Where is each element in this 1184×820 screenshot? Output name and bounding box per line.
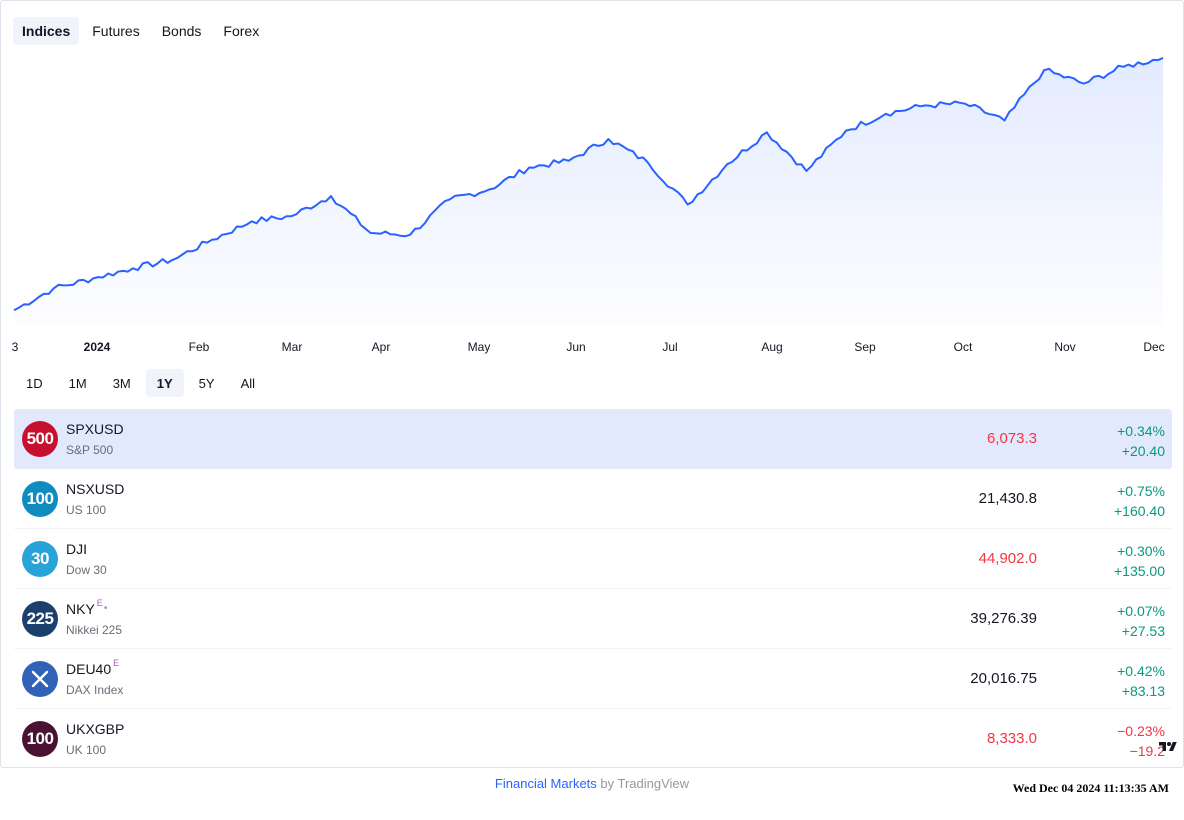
range-1d[interactable]: 1D (26, 375, 43, 391)
chart-series-line (13, 56, 1164, 312)
last-price: 21,430.8 (978, 490, 1037, 507)
symbol-ticker: SPXUSD (66, 421, 124, 437)
x-tick-label: Jul (662, 340, 677, 354)
market-status-dot-icon: • (103, 603, 108, 614)
ticker-text: SPXUSD (66, 421, 124, 437)
last-price: 6,073.3 (986, 430, 1037, 447)
x-tick-label: Feb (189, 340, 210, 354)
clock-timestamp: Wed Dec 04 2024 11:13:35 AM (1012, 781, 1169, 795)
change-values: −0.23% −19.2 (1117, 721, 1165, 761)
symbol-ticker: NSXUSD (66, 481, 124, 497)
market-tabs: Indices Futures Bonds Forex (13, 17, 268, 45)
delayed-data-marker[interactable]: E (96, 598, 103, 608)
symbol-row-ukxgbp[interactable]: 100 UKXGBP UK 100 8,333.0 −0.23% −19.2 (14, 709, 1172, 767)
change-values: +0.75% +160.40 (1114, 481, 1165, 521)
change-values: +0.34% +20.40 (1117, 421, 1165, 461)
range-5y[interactable]: 5Y (198, 375, 215, 391)
symbol-description: US 100 (66, 503, 107, 517)
range-1y[interactable]: 1Y (145, 369, 184, 397)
change-percent: +0.75% (1117, 483, 1165, 499)
symbol-logo: 225 (22, 601, 58, 637)
x-tick-label: 2024 (84, 340, 111, 354)
symbol-row-dji[interactable]: 30 DJI Dow 30 44,902.0 +0.30% +135.00 (14, 529, 1172, 589)
index-chart[interactable]: 3 2024 Feb Mar Apr May Jun Jul Aug Sep Oct Nov Dec (1, 41, 1184, 361)
symbol-description: S&P 500 (66, 443, 114, 457)
tab-indices[interactable]: Indices (13, 17, 80, 45)
tab-futures[interactable]: Futures (92, 23, 140, 39)
symbol-description: Dow 30 (66, 563, 107, 577)
chart-area-fill (14, 57, 1163, 327)
footer-attribution: Financial Markets by TradingView (0, 776, 1184, 791)
change-percent: −0.23% (1117, 723, 1165, 739)
ticker-text: NSXUSD (66, 481, 125, 497)
x-tick-label: Nov (1054, 340, 1075, 354)
symbol-ticker: NKY E• (66, 598, 108, 617)
range-3m[interactable]: 3M (112, 375, 131, 391)
last-price: 44,902.0 (978, 550, 1037, 567)
tab-forex[interactable]: Forex (223, 23, 260, 39)
x-tick-label: Dec (1143, 340, 1164, 354)
change-percent: +0.34% (1117, 423, 1165, 439)
range-1m[interactable]: 1M (68, 375, 87, 391)
symbol-ticker: UKXGBP (66, 721, 124, 737)
x-axis-ticks: 3 2024 Feb Mar Apr May Jun Jul Aug Sep Oct Nov Dec (12, 340, 1165, 354)
x-tick-label: May (468, 340, 491, 354)
change-absolute: +135.00 (1114, 563, 1165, 579)
last-price: 39,276.39 (970, 610, 1037, 627)
symbol-logo: 100 (22, 721, 58, 757)
symbol-description: DAX Index (66, 683, 124, 697)
ticker-text: UKXGBP (66, 721, 125, 737)
change-values: +0.42% +83.13 (1117, 661, 1165, 701)
symbol-row-deu40[interactable]: DEU40 E DAX Index 20,016.75 +0.42% +83.13 (14, 649, 1172, 709)
last-price: 20,016.75 (970, 670, 1037, 687)
tradingview-logo-icon[interactable] (1158, 740, 1178, 754)
change-values: +0.07% +27.53 (1117, 601, 1165, 641)
symbol-row-spxusd[interactable]: 500 SPXUSD S&P 500 6,073.3 +0.34% +20.40 (14, 409, 1172, 469)
change-percent: +0.42% (1117, 663, 1165, 679)
tab-bonds[interactable]: Bonds (161, 23, 202, 39)
symbol-logo: 500 (22, 421, 58, 457)
symbol-ticker: DEU40 E (66, 658, 120, 677)
change-absolute: +83.13 (1121, 683, 1165, 699)
symbol-description: UK 100 (66, 743, 107, 757)
symbol-list: 500 SPXUSD S&P 500 6,073.3 +0.34% +20.40 100 NS… (14, 409, 1172, 767)
x-tick-label: Apr (372, 340, 391, 354)
range-selector: 1D 1M 3M 1Y 5Y All (15, 369, 266, 397)
symbol-row-nky[interactable]: 225 NKY E• Nikkei 225 39,276.39 +0.07% +27.53 (14, 589, 1172, 649)
x-tick-label: Jun (566, 340, 585, 354)
market-overview-widget: Indices Futures Bonds Forex 3 2024 Feb Mar Apr M… (0, 0, 1184, 768)
x-tick-label: 3 (12, 340, 19, 354)
symbol-logo: 100 (22, 481, 58, 517)
change-absolute: +27.53 (1121, 623, 1165, 639)
x-mark-icon (22, 661, 58, 697)
x-tick-label: Oct (954, 340, 973, 354)
symbol-row-nsxusd[interactable]: 100 NSXUSD US 100 21,430.8 +0.75% +160.40 (14, 469, 1172, 529)
change-absolute: −19.2 (1129, 743, 1165, 759)
footer-suffix: by TradingView (596, 776, 690, 791)
last-price: 8,333.0 (986, 730, 1037, 747)
range-all[interactable]: All (240, 375, 256, 391)
change-absolute: +20.40 (1121, 443, 1165, 459)
symbol-logo: 30 (22, 541, 58, 577)
x-tick-label: Sep (854, 340, 876, 354)
ticker-text: DJI (66, 541, 87, 557)
change-values: +0.30% +135.00 (1114, 541, 1165, 581)
ticker-text: DEU40 (66, 661, 112, 677)
change-absolute: +160.40 (1114, 503, 1165, 519)
x-tick-label: Mar (282, 340, 303, 354)
change-percent: +0.30% (1117, 543, 1165, 559)
symbol-description: Nikkei 225 (66, 623, 123, 637)
ticker-text: NKY (66, 601, 95, 617)
x-tick-label: Aug (761, 340, 782, 354)
delayed-data-marker[interactable]: E (113, 658, 120, 668)
change-percent: +0.07% (1117, 603, 1165, 619)
symbol-ticker: DJI (66, 541, 87, 557)
financial-markets-link[interactable]: Financial Markets (494, 776, 597, 791)
